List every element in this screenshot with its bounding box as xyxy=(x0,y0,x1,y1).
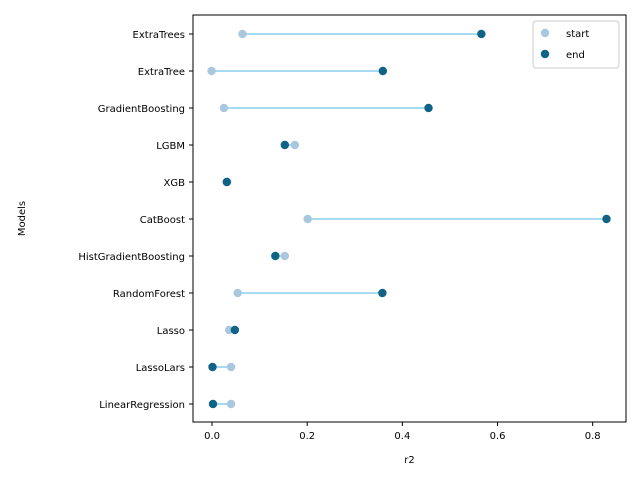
point-start xyxy=(238,29,247,39)
point-end xyxy=(222,177,231,187)
x-tick-label: 0.8 xyxy=(585,431,601,442)
point-start xyxy=(219,103,229,113)
point-start xyxy=(207,66,216,76)
point-start xyxy=(226,362,236,372)
connector-lines xyxy=(211,33,607,405)
point-end xyxy=(280,140,290,150)
x-axis-label: r2 xyxy=(404,455,414,466)
point-end xyxy=(208,362,217,372)
point-start xyxy=(233,288,242,298)
point-end xyxy=(378,288,387,298)
legend-box xyxy=(532,20,620,69)
x-tick-label: 0.4 xyxy=(394,431,410,442)
y-tick-label: HistGradientBoosting xyxy=(78,252,185,263)
legend: start end xyxy=(532,20,620,69)
legend-marker-start xyxy=(540,28,550,38)
point-start xyxy=(280,251,290,261)
y-tick-label: XGB xyxy=(164,178,186,189)
point-start xyxy=(226,399,236,409)
point-end xyxy=(602,214,611,224)
legend-marker-end xyxy=(540,49,550,59)
y-axis: ExtraTrees ExtraTree GradientBoosting LGBM X… xyxy=(78,30,193,411)
legend-label-end: end xyxy=(566,50,585,61)
y-tick-label: ExtraTrees xyxy=(133,30,185,41)
point-start xyxy=(303,214,312,224)
legend-label-start: start xyxy=(566,29,589,40)
point-end xyxy=(230,325,240,335)
x-tick-label: 0.6 xyxy=(490,431,506,442)
x-tick-label: 0.2 xyxy=(299,431,315,442)
y-tick-label: LinearRegression xyxy=(99,400,185,411)
y-tick-label: LGBM xyxy=(156,141,185,152)
y-tick-label: Lasso xyxy=(157,326,185,337)
y-tick-label: LassoLars xyxy=(136,363,185,374)
x-axis: 0.0 0.2 0.4 0.6 0.8 xyxy=(204,422,601,442)
point-end xyxy=(208,399,218,409)
point-end xyxy=(378,66,388,76)
point-end xyxy=(271,251,280,261)
x-tick-label: 0.0 xyxy=(204,431,220,442)
y-axis-label: Models xyxy=(17,201,28,236)
point-end xyxy=(424,103,433,113)
point-start xyxy=(290,140,300,150)
data-points xyxy=(207,29,611,409)
point-end xyxy=(477,29,486,39)
y-tick-label: GradientBoosting xyxy=(98,104,185,115)
y-tick-label: CatBoost xyxy=(140,215,185,226)
y-tick-label: ExtraTree xyxy=(138,67,185,78)
y-tick-label: RandomForest xyxy=(113,289,185,300)
